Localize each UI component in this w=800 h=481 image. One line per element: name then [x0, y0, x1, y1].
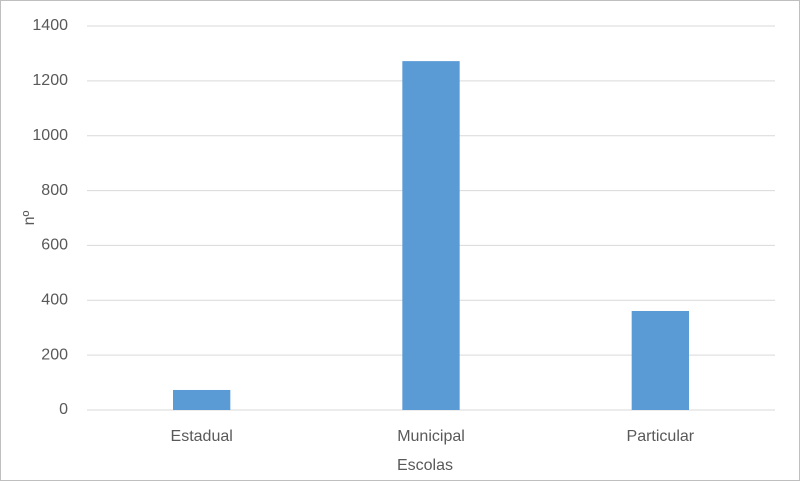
x-tick-label: Municipal — [397, 428, 465, 445]
bar — [631, 310, 689, 410]
bar — [173, 389, 231, 410]
x-axis-label: Escolas — [397, 457, 453, 474]
y-tick-label: 400 — [41, 292, 68, 309]
x-tick-label: Particular — [627, 428, 695, 445]
y-tick-label: 1400 — [32, 17, 68, 34]
y-axis-label: nº — [21, 210, 38, 225]
y-tick-label: 600 — [41, 237, 68, 254]
y-tick-label: 1000 — [32, 127, 68, 144]
bar — [402, 61, 460, 410]
y-tick-label: 0 — [59, 401, 68, 418]
y-tick-label: 200 — [41, 346, 68, 363]
y-tick-label: 1200 — [32, 72, 68, 89]
x-tick-label: Estadual — [171, 428, 233, 445]
y-tick-label: 800 — [41, 182, 68, 199]
